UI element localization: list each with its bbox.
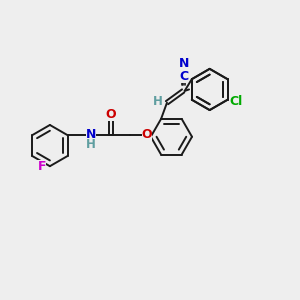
Text: N: N xyxy=(178,57,189,70)
Text: O: O xyxy=(106,108,116,121)
Text: F: F xyxy=(38,160,46,173)
Text: H: H xyxy=(153,95,163,108)
Text: H: H xyxy=(86,138,96,151)
Text: C: C xyxy=(179,70,188,83)
Text: N: N xyxy=(86,128,97,141)
Text: O: O xyxy=(142,128,152,141)
Text: Cl: Cl xyxy=(229,95,242,108)
